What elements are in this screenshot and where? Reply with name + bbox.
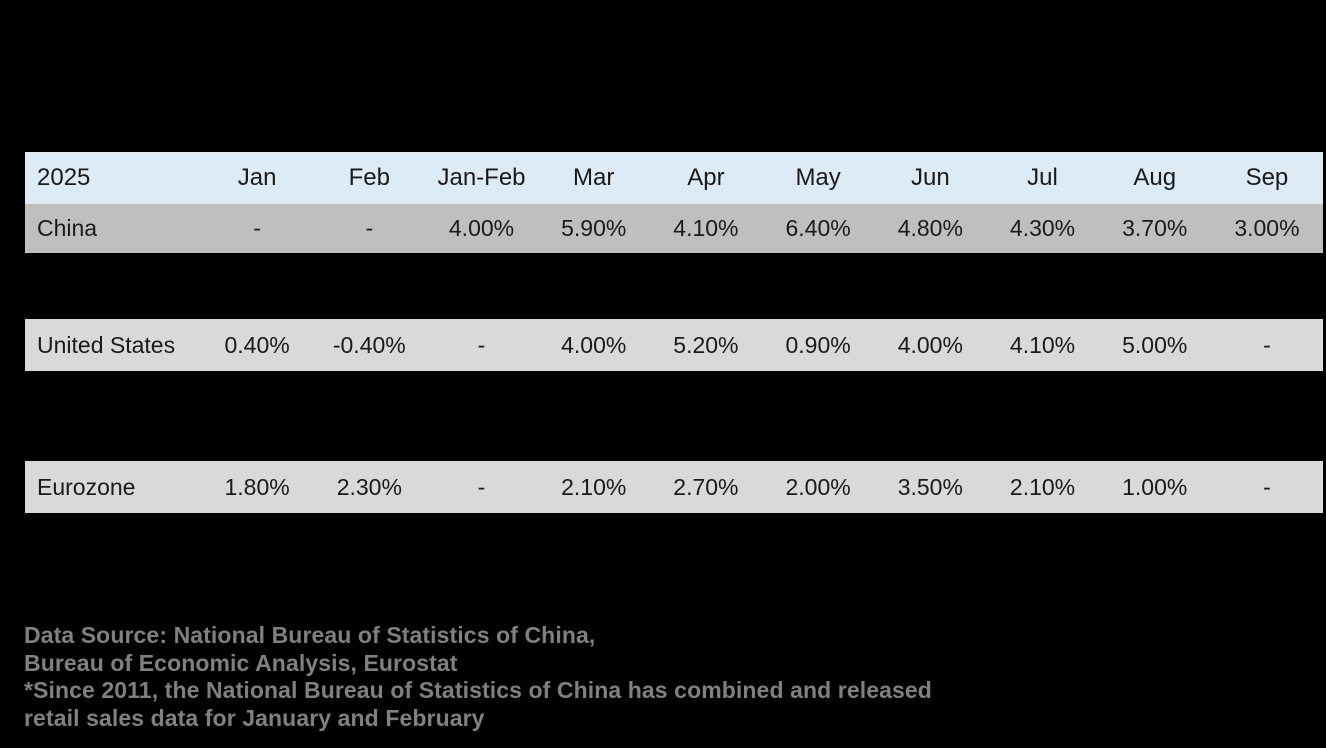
value-cell: 3.50% [897,473,963,500]
value-cell: - [365,215,374,241]
value-cell: 5.20% [673,331,739,358]
value-cell: 1.00% [1122,473,1188,500]
source-note-line: Data Source: National Bureau of Statisti… [24,622,596,648]
table-row-china: China - - 4.00% 5.90% 4.10% 6.40% 4.80% 4.30% 3.7… [25,204,1323,253]
value-cell: 2.70% [673,473,739,500]
value-cell: - [1263,473,1271,500]
header-month-cell: Aug [1133,164,1177,191]
header-year-cell: 2025 [37,164,91,191]
value-cell: 5.00% [1122,331,1188,358]
source-note: Data Source: National Bureau of Statisti… [24,622,932,732]
value-cell: - [1263,331,1271,358]
row-gap [25,253,1323,319]
row-gap [25,371,1323,461]
retail-sales-table: 2025 Jan Feb Jan-Feb Mar Apr May Jun Jul Aug Sep … [25,152,1323,513]
row-label: China [37,215,98,241]
value-cell: 4.00% [561,331,627,358]
value-cell: 4.80% [897,215,963,241]
value-cell: 4.10% [673,215,739,241]
header-month-cell: May [795,164,841,191]
value-cell: 6.40% [785,215,851,241]
value-cell: - [477,473,486,500]
source-note-line: *Since 2011, the National Bureau of Stat… [24,677,932,703]
value-cell: 3.70% [1122,215,1188,241]
value-cell: 2.10% [1009,473,1076,500]
value-cell: 0.40% [224,331,290,358]
header-month-cell: Apr [687,164,725,191]
table-header-row: 2025 Jan Feb Jan-Feb Mar Apr May Jun Jul Aug Sep [25,152,1323,204]
value-cell: - [253,215,261,241]
source-note-line: retail sales data for January and Februa… [24,704,485,731]
value-cell: 4.10% [1009,331,1076,358]
value-cell: 4.00% [448,215,515,241]
value-cell: 2.10% [561,473,627,500]
table-row-eurozone: Eurozone 1.80% 2.30% - 2.10% 2.70% 2.00% 3.50% 2… [25,461,1323,513]
source-note-line: Bureau of Economic Analysis, Eurostat [24,649,458,676]
value-cell: 0.90% [785,331,851,358]
header-month-cell: Jan-Feb [437,164,526,191]
header-month-cell: Jun [910,164,950,191]
value-cell: -0.40% [332,331,406,358]
value-cell: 1.80% [224,473,290,500]
header-month-cell: Jan [237,164,277,191]
row-label: Eurozone [37,473,136,500]
value-cell: 4.00% [897,331,963,358]
header-month-cell: Mar [573,164,615,191]
value-cell: 4.30% [1009,215,1076,241]
row-label: United States [37,331,176,358]
header-month-cell: Sep [1245,164,1289,191]
value-cell: 5.90% [561,215,627,241]
header-month-cell: Jul [1027,164,1058,191]
header-month-cell: Feb [348,164,390,191]
value-cell: 2.30% [336,473,402,500]
value-cell: 2.00% [785,473,851,500]
value-cell: 3.00% [1234,215,1300,241]
value-cell: - [477,331,486,358]
table-row-united-states: United States 0.40% -0.40% - 4.00% 5.20% 0.90%… [25,319,1323,371]
